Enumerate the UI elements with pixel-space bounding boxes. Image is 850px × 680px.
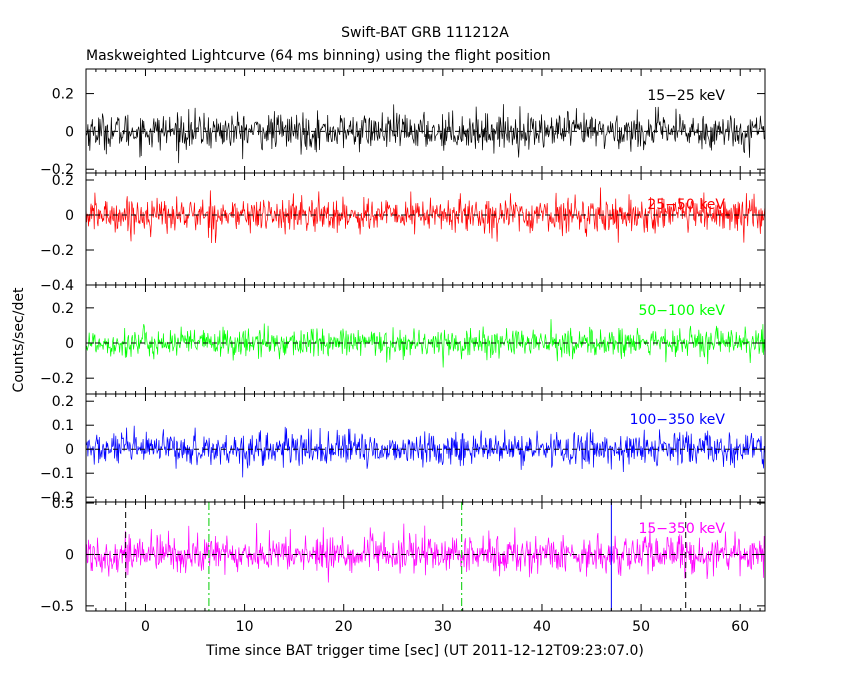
panel-50-100-kev: 0.2 0 −0.2 50−100 keV (40, 284, 766, 395)
chart-title: Swift-BAT GRB 111212A (341, 25, 509, 41)
x-tick-label: 0 (141, 619, 150, 635)
band-label: 100−350 keV (630, 412, 726, 428)
band-label: 15−350 keV (638, 521, 725, 537)
y-tick-label: 0.2 (52, 301, 74, 317)
series-trace (86, 523, 765, 583)
series-trace (86, 319, 765, 368)
y-tick-label: 0 (65, 547, 74, 563)
panel-25-50-kev: 0.2 0 −0.2 −0.4 25−50 keV (40, 172, 766, 294)
y-tick-label: 0.2 (52, 87, 74, 103)
panel-frame (85, 284, 766, 395)
panel-frame (85, 172, 766, 286)
y-tick-label: −0.4 (40, 278, 74, 294)
x-tick-label: 20 (335, 619, 353, 635)
x-axis-label: Time since BAT trigger time [sec] (UT 20… (205, 643, 644, 659)
series-trace (86, 187, 765, 244)
y-tick-label: −0.5 (40, 599, 74, 615)
y-tick-label: 0 (65, 124, 74, 140)
band-label: 50−100 keV (638, 303, 725, 319)
chart-subtitle: Maskweighted Lightcurve (64 ms binning) … (86, 48, 551, 64)
y-tick-label: 0 (65, 442, 74, 458)
x-tick-label: 40 (533, 619, 551, 635)
y-tick-label: −0.1 (40, 466, 74, 482)
y-tick-label: −0.2 (40, 490, 74, 506)
x-tick-label: 50 (632, 619, 650, 635)
panel-100-350-kev: 0.2 0.1 0 −0.1 −0.2 100−350 keV (40, 393, 766, 506)
y-tick-label: −0.2 (40, 243, 74, 259)
y-tick-label: −0.2 (40, 371, 74, 387)
x-tick-label: 30 (434, 619, 452, 635)
band-label: 25−50 keV (647, 197, 725, 213)
y-tick-label: 0.2 (52, 173, 74, 189)
series-trace (86, 104, 765, 164)
band-label: 15−25 keV (647, 88, 725, 104)
y-tick-label: 0.5 (52, 496, 74, 512)
x-tick-label: 10 (236, 619, 254, 635)
y-tick-label: 0 (65, 208, 74, 224)
y-tick-label: −0.2 (40, 162, 74, 178)
panel-15-25-kev: 0.2 0 −0.2 15−25 keV (40, 68, 766, 178)
y-tick-label: 0 (65, 336, 74, 352)
panel-frame (85, 501, 766, 612)
x-tick-label: 60 (731, 619, 749, 635)
series-trace (86, 425, 765, 478)
y-tick-label: 0.2 (52, 394, 74, 410)
y-tick-label: 0.1 (52, 418, 74, 434)
panel-15-350-kev: 0.5 0 −0.5 15−350 keV (40, 496, 766, 615)
y-axis-label: Counts/sec/det (11, 287, 27, 392)
